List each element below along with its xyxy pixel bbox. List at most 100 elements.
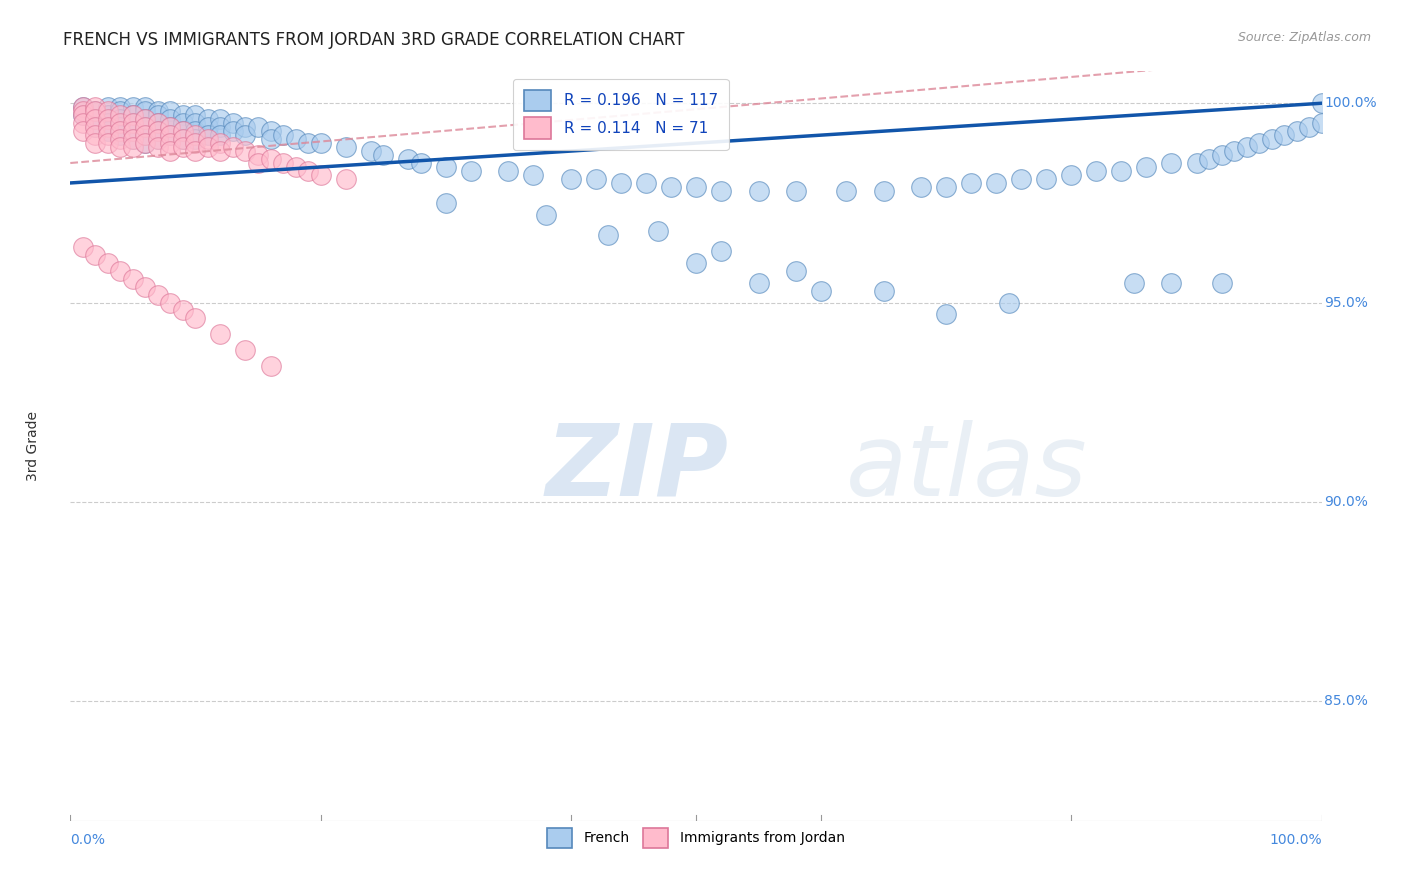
Point <box>159 295 181 310</box>
Point <box>72 240 94 254</box>
Point <box>72 104 94 119</box>
Point <box>159 112 181 127</box>
Point <box>110 132 132 146</box>
Point <box>247 120 270 135</box>
Point <box>134 112 156 127</box>
Point <box>1211 276 1233 290</box>
Point <box>134 120 156 135</box>
Point <box>585 172 607 186</box>
Point <box>121 132 145 146</box>
Point <box>134 104 156 119</box>
Point <box>1185 156 1208 170</box>
Point <box>121 271 145 285</box>
Point <box>121 116 145 130</box>
Point <box>84 104 107 119</box>
Point <box>110 120 132 135</box>
Point <box>84 120 107 135</box>
Point <box>172 116 194 130</box>
Point <box>146 287 169 301</box>
Point <box>271 156 294 170</box>
Point <box>460 164 482 178</box>
Point <box>209 136 232 150</box>
Point <box>685 255 707 269</box>
Point <box>235 120 257 135</box>
Point <box>498 164 520 178</box>
Point <box>235 128 257 142</box>
Point <box>1310 116 1333 130</box>
Point <box>685 180 707 194</box>
Text: Source: ZipAtlas.com: Source: ZipAtlas.com <box>1237 31 1371 45</box>
Point <box>97 116 120 130</box>
Point <box>97 108 120 122</box>
Point <box>371 148 394 162</box>
Point <box>72 116 94 130</box>
Point <box>172 303 194 318</box>
Point <box>197 132 219 146</box>
Point <box>197 140 219 154</box>
Point <box>1236 140 1258 154</box>
Point <box>997 295 1019 310</box>
Point <box>72 100 94 114</box>
Point <box>184 136 207 150</box>
Point <box>172 132 194 146</box>
Point <box>222 124 245 138</box>
Text: 100.0%: 100.0% <box>1270 832 1322 847</box>
Text: ZIP: ZIP <box>546 420 728 517</box>
Point <box>1122 276 1144 290</box>
Point <box>1260 132 1282 146</box>
Point <box>110 128 132 142</box>
Point <box>172 108 194 122</box>
Point <box>748 184 770 198</box>
Point <box>960 176 983 190</box>
Point <box>1085 164 1108 178</box>
Point <box>1160 156 1182 170</box>
Point <box>110 140 132 154</box>
Point <box>72 108 94 122</box>
Point <box>209 128 232 142</box>
Point <box>146 116 169 130</box>
Point <box>271 128 294 142</box>
Point <box>1211 148 1233 162</box>
Point <box>146 140 169 154</box>
Point <box>309 168 332 182</box>
Point <box>835 184 858 198</box>
Point <box>222 140 245 154</box>
Point <box>986 176 1008 190</box>
Point <box>434 195 457 210</box>
Text: 95.0%: 95.0% <box>1324 295 1368 310</box>
Point <box>259 152 281 166</box>
Text: 85.0%: 85.0% <box>1324 694 1368 708</box>
Point <box>84 104 107 119</box>
Point <box>134 128 156 142</box>
Point <box>97 120 120 135</box>
Point <box>184 116 207 130</box>
Point <box>810 284 832 298</box>
Point <box>259 124 281 138</box>
Point <box>560 172 582 186</box>
Point <box>935 180 957 194</box>
Point <box>309 136 332 150</box>
Point <box>159 120 181 135</box>
Point <box>121 140 145 154</box>
Point <box>146 104 169 119</box>
Point <box>134 136 156 150</box>
Point <box>297 164 319 178</box>
Point <box>134 279 156 293</box>
Point <box>146 132 169 146</box>
Point <box>97 112 120 127</box>
Point <box>184 311 207 326</box>
Point <box>110 116 132 130</box>
Point <box>110 112 132 127</box>
Point <box>184 108 207 122</box>
Point <box>647 224 669 238</box>
Point <box>159 128 181 142</box>
Point <box>872 284 894 298</box>
Point <box>84 112 107 127</box>
Point <box>172 132 194 146</box>
Point <box>247 148 270 162</box>
Point <box>209 327 232 342</box>
Point <box>110 124 132 138</box>
Point <box>134 120 156 135</box>
Point <box>146 132 169 146</box>
Text: atlas: atlas <box>846 420 1088 517</box>
